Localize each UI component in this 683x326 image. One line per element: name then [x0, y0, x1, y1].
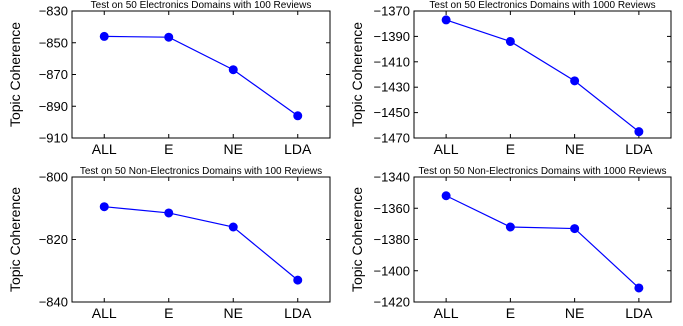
series-line — [445, 195, 640, 289]
chart-panel-1: Test on 50 Electronics Domains with 100 … — [7, 0, 331, 157]
data-point — [293, 111, 303, 121]
chart-title: Test on 50 Electronics Domains with 1000… — [429, 0, 655, 11]
data-point — [164, 32, 174, 42]
y-tick-label: −1380 — [373, 232, 410, 247]
y-tick-label: −1400 — [373, 263, 410, 278]
chart-panel-3: Test on 50 Non-Electronics Domains with … — [7, 166, 331, 321]
chart-title: Test on 50 Non-Electronics Domains with … — [419, 166, 667, 177]
y-tick-label: −850 — [39, 35, 68, 50]
y-tick-label: −870 — [39, 67, 68, 82]
x-tick-label: E — [506, 305, 515, 321]
data-point — [293, 275, 303, 285]
y-axis-label: Topic Coherence — [7, 22, 23, 127]
y-axis-label: Topic Coherence — [349, 187, 365, 292]
x-tick-label: LDA — [284, 141, 312, 157]
data-point — [441, 15, 451, 25]
y-tick-label: −890 — [39, 99, 68, 114]
x-tick-label: E — [506, 141, 515, 157]
y-axis-label: Topic Coherence — [349, 22, 365, 127]
x-tick-label: NE — [224, 305, 243, 321]
plot-frame — [71, 176, 331, 303]
y-tick-label: −830 — [39, 4, 68, 19]
y-tick-label: −1420 — [373, 295, 410, 310]
x-tick-label: LDA — [284, 305, 312, 321]
x-tick-label: E — [164, 141, 173, 157]
data-point — [99, 202, 109, 212]
data-point — [99, 31, 109, 41]
x-tick-label: ALL — [92, 305, 117, 321]
y-tick-label: −1450 — [373, 105, 410, 120]
y-tick-label: −1340 — [373, 170, 410, 185]
y-tick-label: −910 — [39, 131, 68, 146]
data-point — [441, 191, 451, 201]
series-line — [445, 19, 640, 133]
x-tick-label: NE — [565, 305, 584, 321]
chart-title: Test on 50 Non-Electronics Domains with … — [80, 166, 322, 177]
x-tick-label: E — [164, 305, 173, 321]
data-point — [228, 65, 238, 75]
y-tick-label: −820 — [39, 232, 68, 247]
y-tick-label: −800 — [39, 170, 68, 185]
y-tick-label: −1360 — [373, 201, 410, 216]
y-tick-label: −840 — [39, 295, 68, 310]
y-tick-label: −1470 — [373, 131, 410, 146]
data-point — [505, 222, 515, 232]
series-line — [104, 35, 299, 117]
chart-panel-4: Test on 50 Non-Electronics Domains with … — [349, 166, 672, 321]
y-tick-label: −1430 — [373, 80, 410, 95]
y-tick-label: −1390 — [373, 29, 410, 44]
x-tick-label: ALL — [434, 305, 459, 321]
x-tick-label: NE — [565, 141, 584, 157]
data-point — [228, 222, 238, 232]
y-tick-label: −1370 — [373, 4, 410, 19]
plot-frame — [413, 10, 672, 139]
x-tick-label: NE — [224, 141, 243, 157]
plot-frame — [71, 10, 331, 139]
x-tick-label: LDA — [625, 305, 653, 321]
data-point — [570, 224, 580, 234]
chart-title: Test on 50 Electronics Domains with 100 … — [91, 0, 312, 11]
data-point — [634, 127, 644, 137]
x-tick-label: LDA — [625, 141, 653, 157]
data-point — [570, 76, 580, 86]
chart-panel-2: Test on 50 Electronics Domains with 1000… — [349, 0, 672, 157]
series-line — [104, 206, 299, 281]
data-point — [505, 36, 515, 46]
x-tick-label: ALL — [434, 141, 459, 157]
x-tick-label: ALL — [92, 141, 117, 157]
data-point — [164, 208, 174, 218]
y-tick-label: −1410 — [373, 54, 410, 69]
data-point — [634, 283, 644, 293]
y-axis-label: Topic Coherence — [7, 187, 23, 292]
plot-frame — [413, 176, 672, 303]
